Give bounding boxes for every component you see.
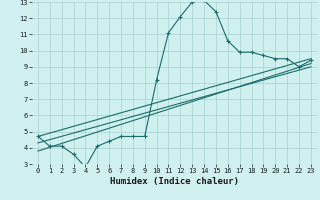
X-axis label: Humidex (Indice chaleur): Humidex (Indice chaleur) <box>110 177 239 186</box>
